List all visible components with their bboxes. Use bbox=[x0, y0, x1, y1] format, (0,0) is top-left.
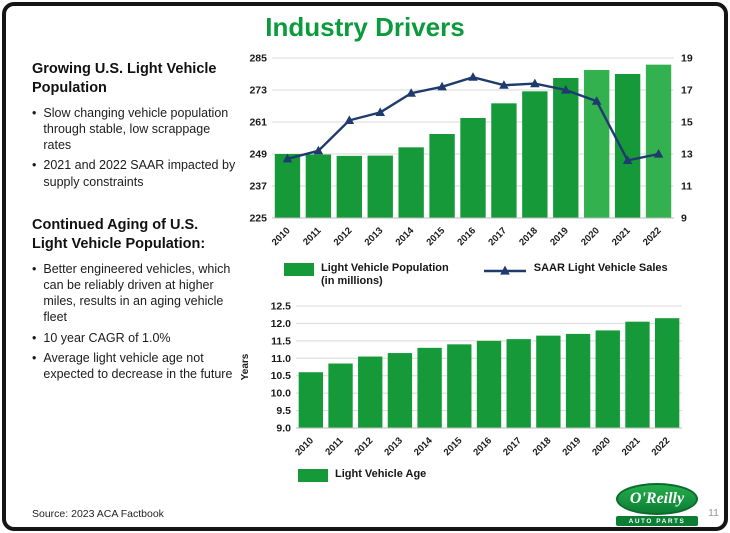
legend-label: Light Vehicle Age bbox=[335, 468, 427, 481]
svg-text:2010: 2010 bbox=[293, 436, 316, 459]
legend-item-saar: SAAR Light Vehicle Sales bbox=[483, 262, 668, 277]
svg-text:2017: 2017 bbox=[486, 225, 509, 248]
svg-text:17: 17 bbox=[681, 85, 693, 97]
oreilly-logo: O'Reilly AUTO PARTS bbox=[616, 483, 698, 526]
svg-text:2013: 2013 bbox=[382, 436, 405, 459]
svg-text:11.0: 11.0 bbox=[271, 353, 291, 365]
legend-label: Light Vehicle Population (in millions) bbox=[321, 262, 449, 288]
svg-text:15: 15 bbox=[681, 117, 693, 129]
bar-swatch-icon bbox=[284, 263, 314, 276]
svg-text:10.0: 10.0 bbox=[271, 388, 292, 400]
svg-text:12.5: 12.5 bbox=[271, 301, 292, 313]
svg-text:2017: 2017 bbox=[501, 436, 524, 459]
population-chart-legend: Light Vehicle Population (in millions) S… bbox=[284, 262, 718, 288]
slide-title: Industry Drivers bbox=[265, 12, 465, 42]
svg-text:2019: 2019 bbox=[548, 225, 571, 248]
svg-text:237: 237 bbox=[249, 181, 267, 193]
left-panel: Growing U.S. Light Vehicle Population Sl… bbox=[32, 60, 236, 408]
svg-text:225: 225 bbox=[249, 213, 267, 225]
svg-text:2015: 2015 bbox=[442, 435, 465, 458]
bullet-item: Better engineered vehicles, which can be… bbox=[32, 261, 236, 326]
svg-text:273: 273 bbox=[249, 85, 267, 97]
svg-text:2012: 2012 bbox=[332, 225, 355, 248]
legend-item-age: Light Vehicle Age bbox=[298, 468, 427, 483]
svg-text:2015: 2015 bbox=[424, 225, 447, 248]
svg-text:2013: 2013 bbox=[363, 225, 386, 248]
section-aging-population: Continued Aging of U.S. Light Vehicle Po… bbox=[32, 216, 236, 382]
legend-label-line1: Light Vehicle Population bbox=[321, 262, 449, 274]
bullet-text: 2021 and 2022 SAAR impacted by supply co… bbox=[43, 158, 236, 189]
vehicle-age-chart: 12.5 12.0 11.5 11.0 10.5 10.0 9.5 9.0 Years 2010 2… bbox=[240, 301, 682, 459]
svg-text:19: 19 bbox=[681, 53, 693, 65]
section-heading: Continued Aging of U.S. Light Vehicle Po… bbox=[32, 216, 206, 252]
bullet-text: Slow changing vehicle population through… bbox=[43, 105, 229, 153]
svg-text:2021: 2021 bbox=[620, 435, 643, 458]
svg-text:13: 13 bbox=[681, 149, 693, 161]
oreilly-logo-subtext: AUTO PARTS bbox=[616, 516, 698, 526]
svg-text:285: 285 bbox=[249, 53, 267, 65]
svg-text:2018: 2018 bbox=[517, 225, 540, 248]
bullet-item: Slow changing vehicle population through… bbox=[32, 105, 236, 154]
legend-label-line2: (in millions) bbox=[321, 275, 383, 288]
age-chart-legend: Light Vehicle Age bbox=[298, 468, 718, 483]
bullet-text: Average light vehicle age not expected t… bbox=[43, 350, 233, 382]
svg-text:261: 261 bbox=[249, 117, 267, 129]
svg-text:2020: 2020 bbox=[579, 225, 602, 248]
svg-text:2019: 2019 bbox=[560, 436, 583, 459]
saar-line-marker-icon bbox=[483, 265, 526, 275]
svg-text:11.5: 11.5 bbox=[271, 336, 291, 348]
svg-text:2022: 2022 bbox=[650, 436, 673, 459]
svg-text:11: 11 bbox=[681, 181, 692, 193]
charts-column: 285 273 261 249 237 225 19 17 15 13 11 9 2010 2011 201… bbox=[238, 50, 718, 492]
svg-text:2018: 2018 bbox=[531, 436, 554, 459]
svg-text:10.5: 10.5 bbox=[271, 371, 292, 383]
svg-text:2011: 2011 bbox=[301, 225, 324, 248]
svg-text:2016: 2016 bbox=[471, 436, 494, 459]
svg-text:2014: 2014 bbox=[412, 435, 435, 458]
legend-item-population: Light Vehicle Population (in millions) bbox=[284, 262, 449, 288]
svg-text:2020: 2020 bbox=[590, 436, 613, 459]
svg-text:12.0: 12.0 bbox=[271, 318, 292, 330]
section-growing-population: Growing U.S. Light Vehicle Population Sl… bbox=[32, 60, 236, 190]
page-number: 11 bbox=[708, 507, 719, 519]
svg-text:9.0: 9.0 bbox=[276, 423, 291, 435]
svg-text:2012: 2012 bbox=[353, 436, 376, 459]
bullet-text: 10 year CAGR of 1.0% bbox=[43, 330, 171, 345]
svg-text:2011: 2011 bbox=[323, 435, 346, 458]
oreilly-logo-oval: O'Reilly bbox=[616, 483, 698, 515]
bullet-text: Better engineered vehicles, which can be… bbox=[43, 261, 231, 325]
svg-text:2016: 2016 bbox=[455, 225, 478, 248]
svg-text:2014: 2014 bbox=[394, 225, 417, 248]
svg-text:9.5: 9.5 bbox=[276, 405, 291, 417]
svg-text:Years: Years bbox=[240, 354, 251, 381]
svg-text:2022: 2022 bbox=[641, 225, 664, 248]
svg-text:2021: 2021 bbox=[610, 225, 633, 248]
bar-swatch-icon bbox=[298, 469, 328, 483]
legend-label: SAAR Light Vehicle Sales bbox=[533, 262, 668, 274]
svg-text:9: 9 bbox=[681, 213, 687, 225]
bullet-item: Average light vehicle age not expected t… bbox=[32, 350, 236, 383]
population-saar-chart: 285 273 261 249 237 225 19 17 15 13 11 9 2010 2011 201… bbox=[249, 53, 693, 249]
svg-text:2010: 2010 bbox=[270, 225, 293, 248]
bullet-item: 10 year CAGR of 1.0% bbox=[32, 330, 236, 346]
section-heading: Growing U.S. Light Vehicle Population bbox=[32, 61, 217, 96]
svg-text:249: 249 bbox=[249, 149, 267, 161]
bullet-item: 2021 and 2022 SAAR impacted by supply co… bbox=[32, 157, 236, 190]
source-note: Source: 2023 ACA Factbook bbox=[32, 508, 164, 520]
